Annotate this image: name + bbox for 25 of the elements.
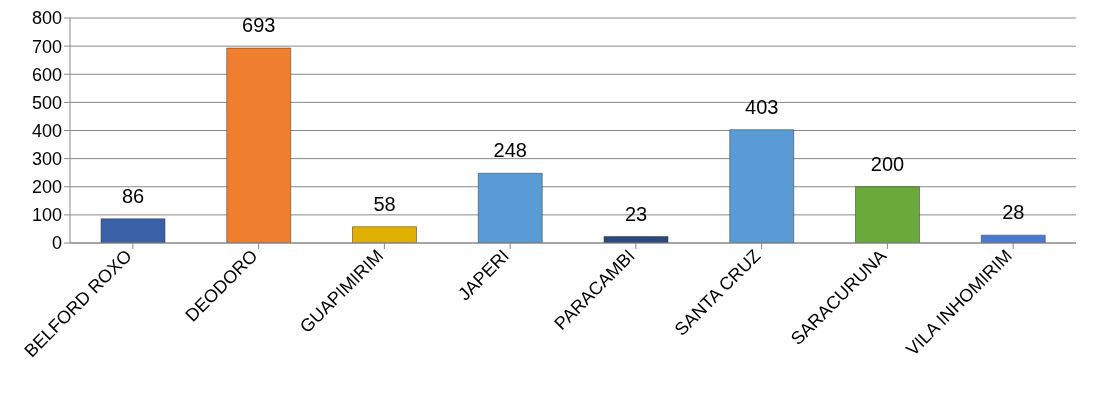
- data-label: 23: [624, 202, 648, 225]
- data-label: 248: [493, 139, 527, 162]
- y-tick-label: 400: [31, 120, 62, 141]
- bar: [855, 186, 920, 243]
- bar: [100, 218, 166, 243]
- y-tick-label: 100: [31, 205, 62, 226]
- y-tick-label: 200: [31, 177, 62, 198]
- bar: [478, 173, 543, 243]
- data-label: 200: [870, 152, 905, 175]
- data-label: 693: [242, 14, 276, 37]
- bar: [729, 129, 794, 243]
- y-tick-label: 600: [31, 64, 62, 85]
- y-tick-label: 300: [31, 149, 62, 170]
- data-label: 86: [121, 184, 145, 207]
- y-tick-label: 0: [51, 233, 62, 254]
- bar: [603, 236, 669, 243]
- bar: [352, 226, 417, 243]
- y-tick-label: 500: [31, 92, 62, 113]
- data-label: 403: [745, 95, 779, 118]
- data-label: 28: [1002, 201, 1025, 224]
- bar: [981, 234, 1046, 243]
- data-label: 58: [373, 192, 396, 215]
- y-tick-label: 800: [31, 8, 62, 29]
- y-tick-label: 700: [31, 36, 62, 57]
- bar: [226, 47, 291, 243]
